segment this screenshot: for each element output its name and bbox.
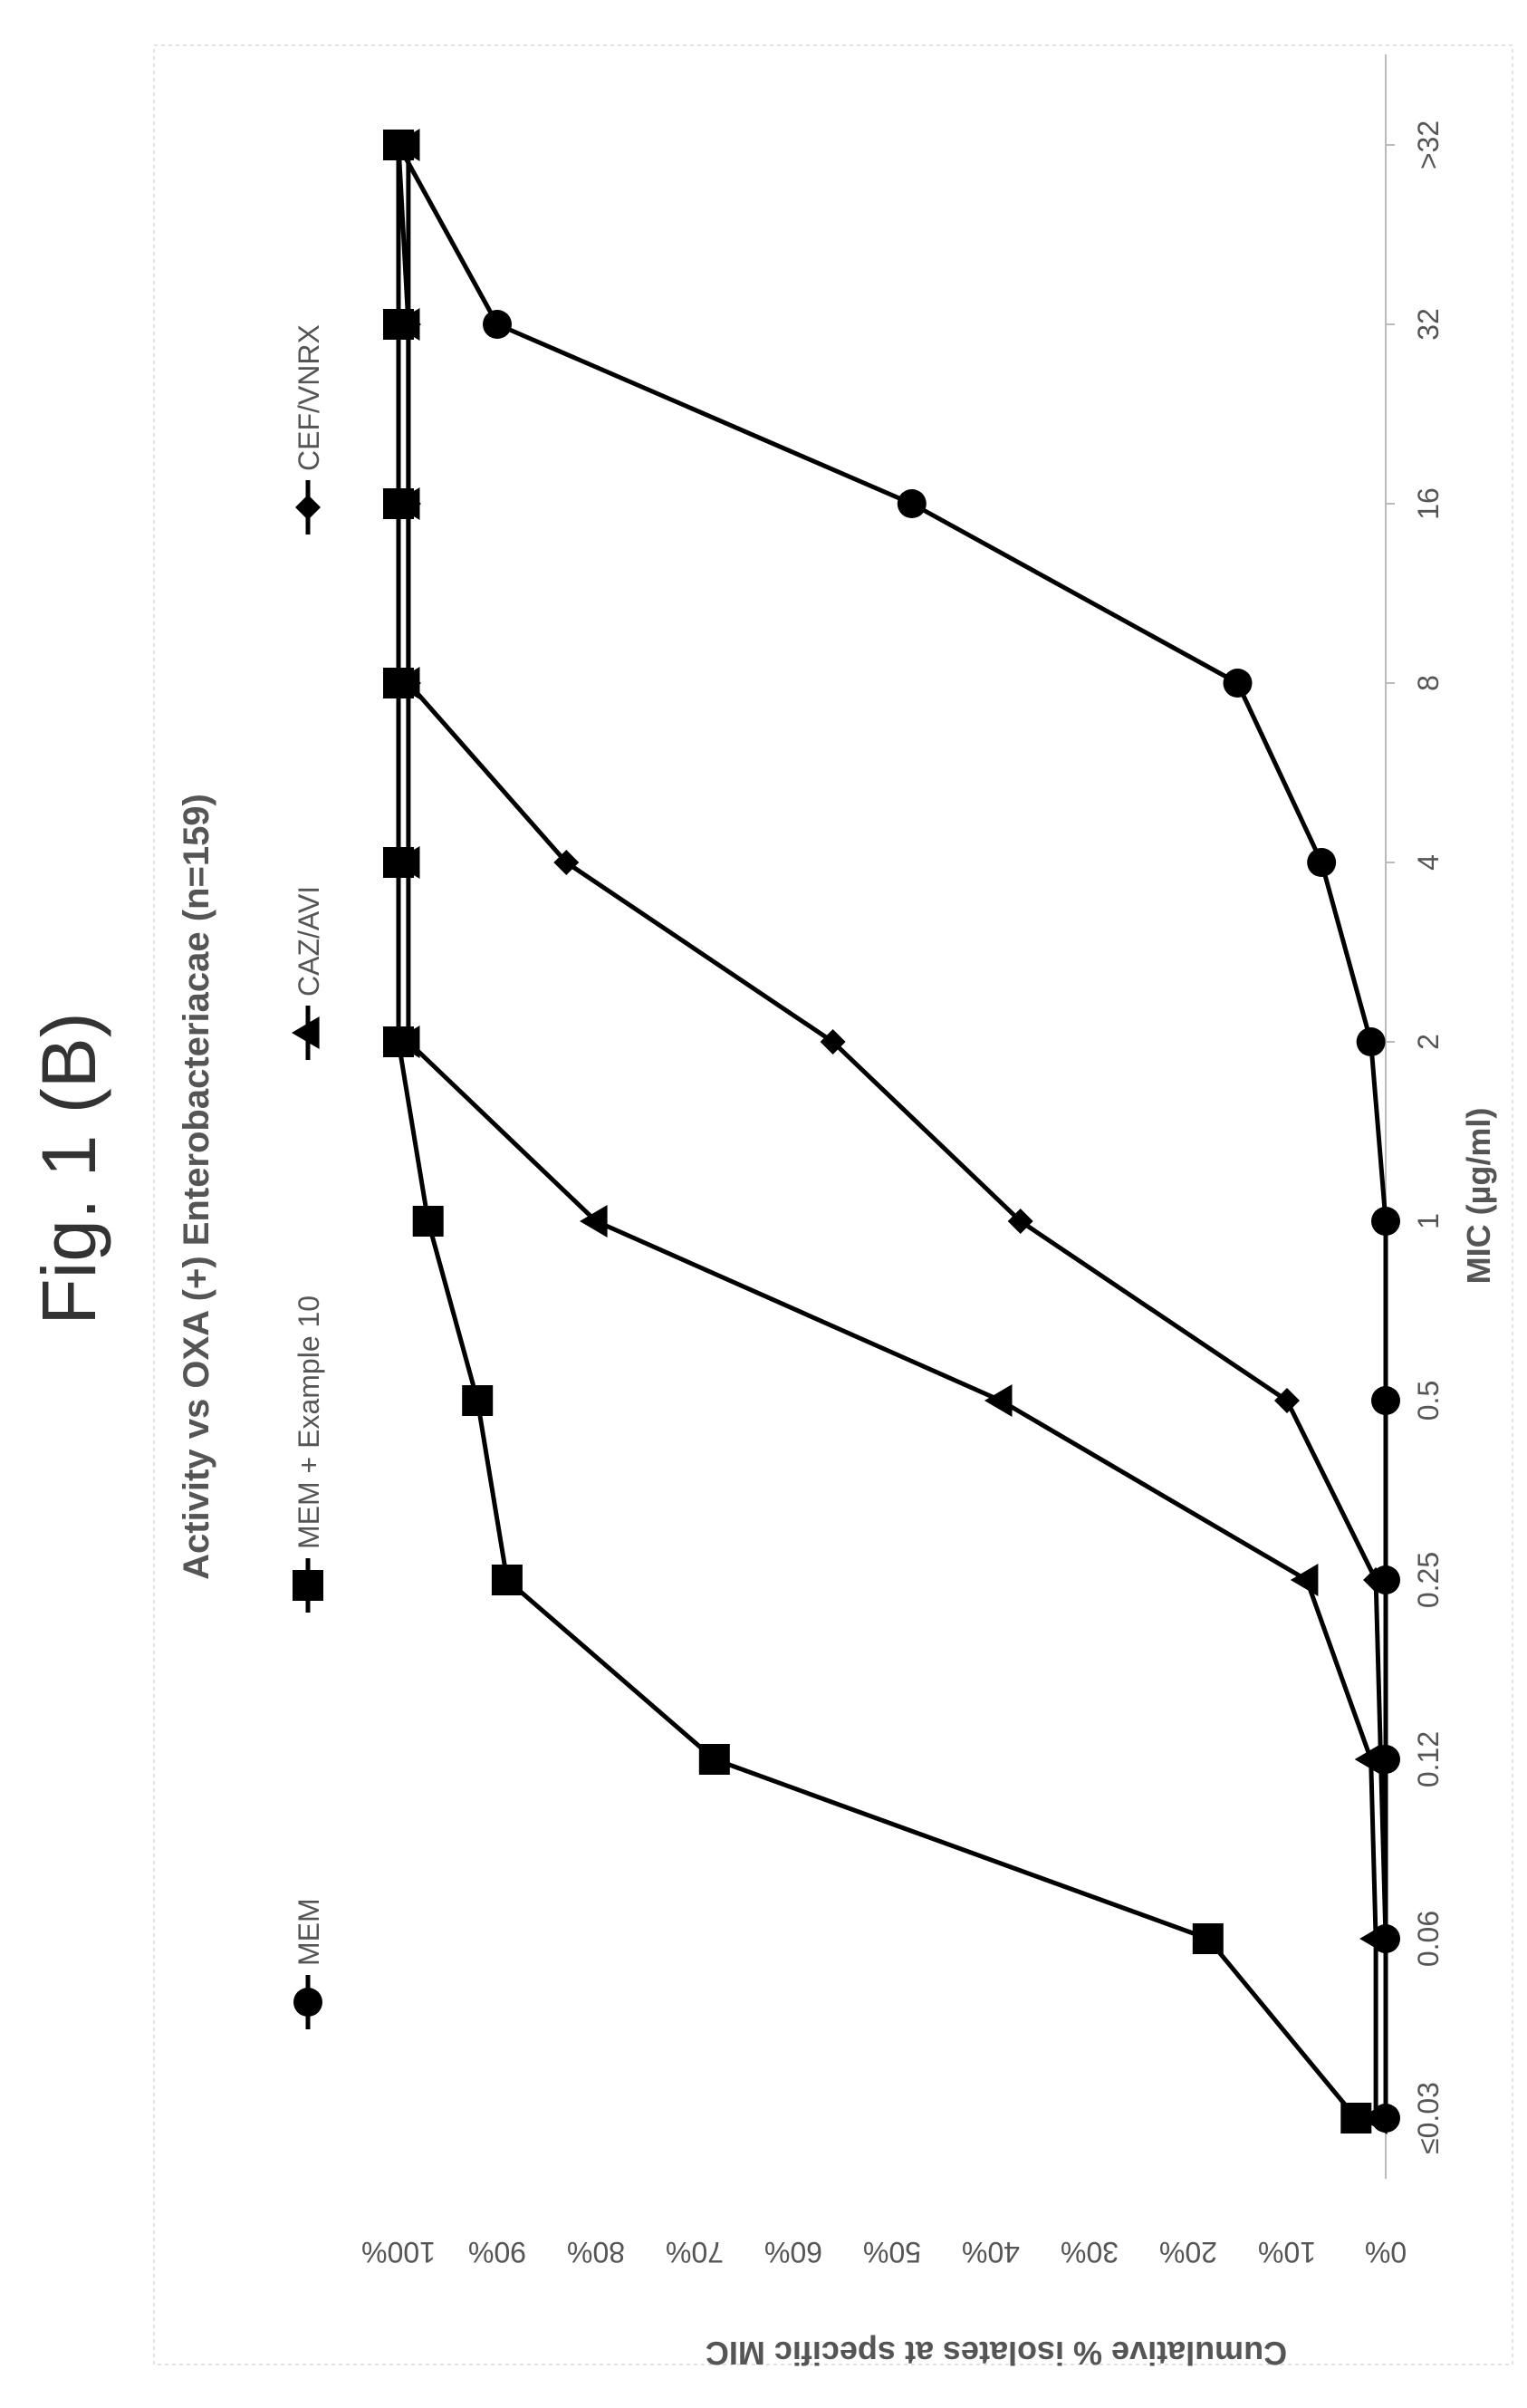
data-point xyxy=(1192,1923,1224,1954)
series-caz-avi xyxy=(391,129,1388,2134)
data-point xyxy=(897,489,927,518)
x-tick-label: 0.25 xyxy=(1412,1552,1445,1608)
x-tick-label: 0.12 xyxy=(1412,1731,1445,1787)
data-point xyxy=(1363,1567,1389,1593)
data-point xyxy=(1371,1207,1400,1236)
y-tick-label: 100% xyxy=(361,2236,436,2268)
data-point xyxy=(984,1384,1013,1417)
y-tick-label: 60% xyxy=(764,2236,822,2268)
x-tick-label: 2 xyxy=(1412,1034,1445,1050)
data-point xyxy=(580,1205,608,1238)
x-tick-label: 0.06 xyxy=(1412,1911,1445,1967)
x-tick-label: 0.5 xyxy=(1412,1381,1445,1421)
data-point xyxy=(391,846,420,879)
legend-entry-mem-example-10: MEM + Example 10 xyxy=(293,1296,325,1613)
chart-title: Activity vs OXA (+) Enterobacteriacae (n… xyxy=(177,794,216,1580)
legend-label: CEF/VNRX xyxy=(293,324,325,471)
series-mem-example-10 xyxy=(383,130,1372,2133)
data-point xyxy=(1290,1564,1319,1596)
legend-marker xyxy=(293,1570,323,1601)
data-point xyxy=(698,1744,730,1775)
x-axis-label: MIC (µg/ml) xyxy=(1460,1108,1497,1285)
series-line xyxy=(396,144,1388,2118)
data-point xyxy=(395,312,421,337)
x-tick-label: 8 xyxy=(1412,675,1445,691)
legend-marker xyxy=(295,495,321,520)
y-tick-label: 70% xyxy=(666,2236,724,2268)
legend-entry-mem: MEM xyxy=(293,1898,325,2029)
y-tick-label: 30% xyxy=(1061,2236,1119,2268)
y-tick-label: 10% xyxy=(1258,2236,1316,2268)
data-point xyxy=(1373,1926,1398,1951)
data-point xyxy=(1368,1747,1394,1772)
data-point xyxy=(391,1026,420,1058)
y-tick-label: 20% xyxy=(1159,2236,1217,2268)
series-mem xyxy=(384,130,1400,2133)
data-point xyxy=(386,132,411,158)
legend-label: MEM xyxy=(293,1898,325,1966)
legend-entry-cef-vnrx: CEF/VNRX xyxy=(293,324,325,535)
x-tick-label: 1 xyxy=(1412,1213,1445,1229)
y-tick-label: 40% xyxy=(962,2236,1020,2268)
y-tick-label: 0% xyxy=(1365,2236,1407,2268)
data-point xyxy=(1373,2105,1398,2131)
axes: ≤0.03 0.06 0.12 0.25 0.5 1 2 4 8 16 32 >32 0% 10% 20% 3… xyxy=(361,54,1445,2268)
legend-marker xyxy=(293,1988,322,2017)
legend-label: MEM + Example 10 xyxy=(293,1296,325,1549)
y-tick-label: 80% xyxy=(567,2236,625,2268)
legend-entry-caz-avi: CAZ/AVI xyxy=(292,886,325,1060)
y-tick-label: 90% xyxy=(468,2236,526,2268)
data-point xyxy=(1307,848,1337,877)
y-tick-label: 50% xyxy=(863,2236,921,2268)
x-tick-label: ≤0.03 xyxy=(1412,2082,1445,2154)
data-point xyxy=(553,850,580,875)
data-point xyxy=(491,1565,523,1595)
x-tick-label: 32 xyxy=(1412,308,1445,341)
data-point xyxy=(1356,1027,1386,1056)
data-point xyxy=(395,670,421,696)
data-point xyxy=(820,1029,846,1055)
x-tick-label: >32 xyxy=(1412,120,1445,169)
y-axis-label: Cumulative % isolates at specific MIC xyxy=(706,2335,1287,2372)
series-cef-vnrx xyxy=(386,132,1398,2131)
legend-marker xyxy=(292,1016,320,1049)
data-point xyxy=(1223,669,1253,698)
data-point xyxy=(412,1206,444,1237)
legend: MEM MEM + Example 10 CAZ/AVI CEF/VNRX xyxy=(292,324,325,2029)
series-line xyxy=(396,143,1388,2118)
data-point xyxy=(462,1385,494,1416)
chart-frame xyxy=(153,44,1513,2365)
series-layer xyxy=(383,129,1400,2134)
x-tick-label: 16 xyxy=(1412,487,1445,520)
data-point xyxy=(1371,1386,1400,1415)
legend-label: CAZ/AVI xyxy=(293,886,325,997)
data-point xyxy=(1274,1388,1300,1413)
data-point xyxy=(483,310,512,339)
data-point xyxy=(395,491,421,516)
data-point xyxy=(1007,1209,1033,1234)
figure-label: Fig. 1 (B) xyxy=(26,1012,111,1324)
series-line xyxy=(396,145,1359,2120)
x-tick-label: 4 xyxy=(1412,854,1445,871)
